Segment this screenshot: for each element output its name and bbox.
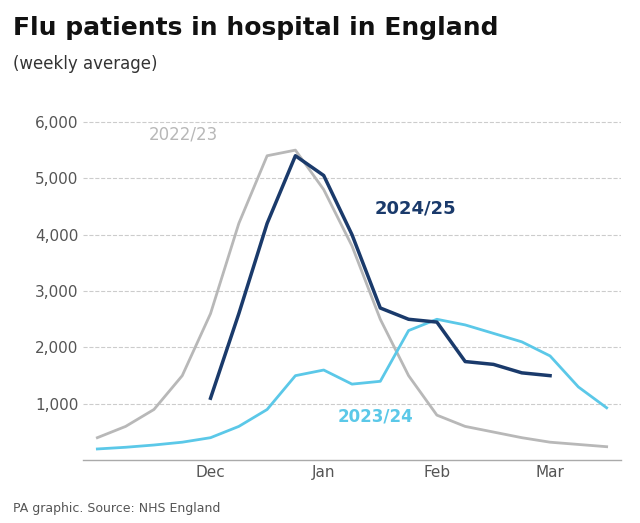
Text: Flu patients in hospital in England: Flu patients in hospital in England xyxy=(13,16,499,40)
Text: 2024/25: 2024/25 xyxy=(374,200,456,218)
Text: (weekly average): (weekly average) xyxy=(13,55,157,73)
Text: 2022/23: 2022/23 xyxy=(148,126,218,143)
Text: PA graphic. Source: NHS England: PA graphic. Source: NHS England xyxy=(13,502,220,515)
Text: 2023/24: 2023/24 xyxy=(338,407,413,425)
